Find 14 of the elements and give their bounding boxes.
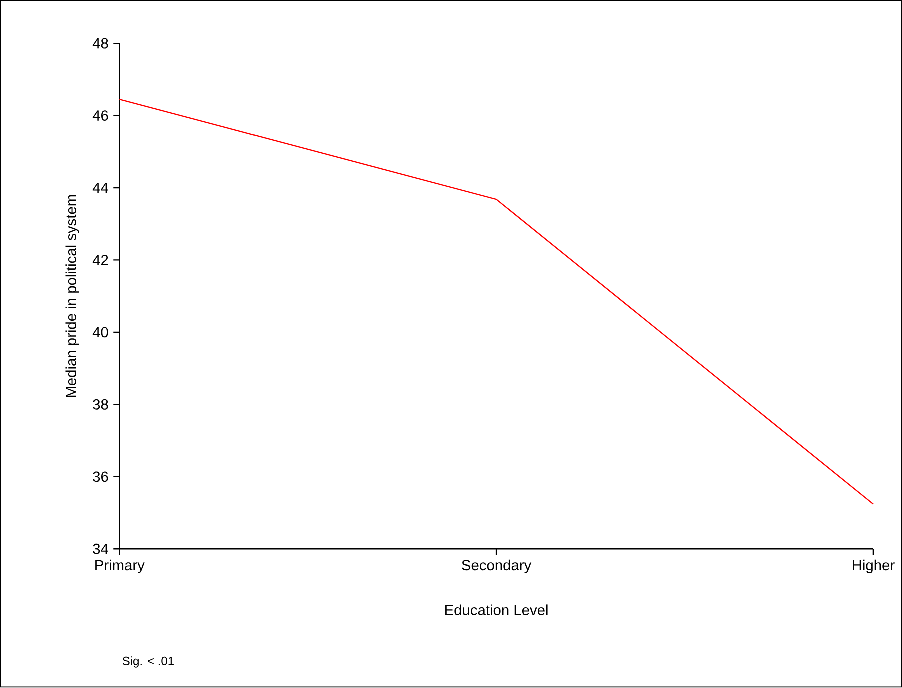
x-tick-label: Secondary — [462, 560, 532, 574]
y-tick-label: 36 — [93, 472, 108, 482]
x-axis-title: Education Level — [446, 604, 548, 616]
y-tick-label: 48 — [92, 38, 108, 49]
y-tick-label: 44 — [92, 183, 108, 194]
y-tick-label: 42 — [92, 255, 108, 266]
y-tick-label: 46 — [92, 110, 108, 122]
y-tick-label: 40 — [92, 327, 108, 338]
y-tick-label: 38 — [93, 400, 108, 410]
y-tick-label: 34 — [93, 544, 108, 554]
text: Sig. < .01 — [122, 656, 174, 668]
x-tick-label: Primary — [96, 560, 145, 574]
x-tick-label: Higher — [853, 560, 895, 574]
y-axis-title: Median pride in political system — [66, 195, 80, 398]
